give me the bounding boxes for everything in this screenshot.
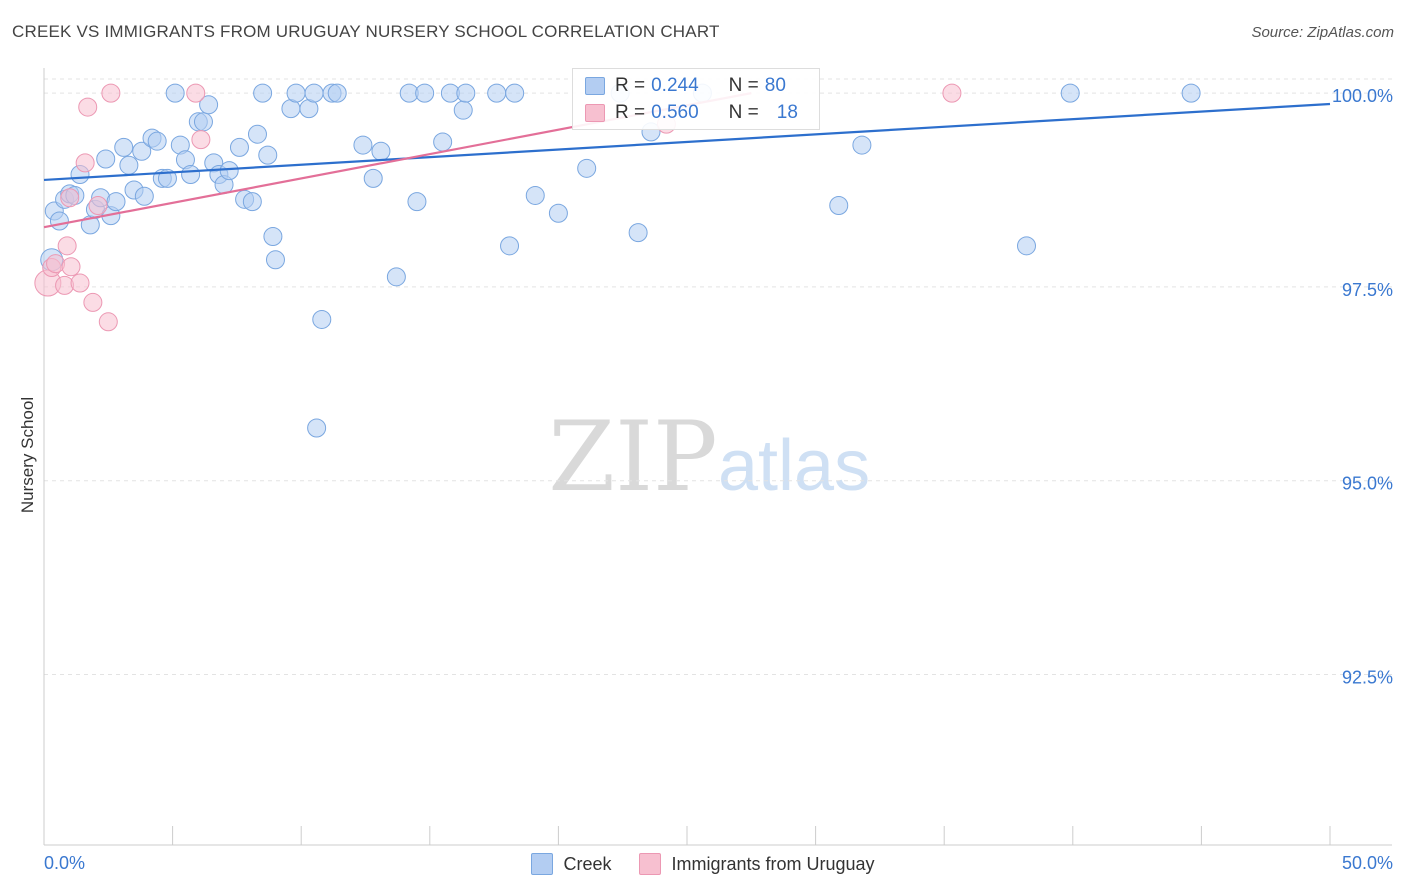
creek-n-value: 80 [764, 75, 786, 96]
creek-point [258, 145, 278, 165]
creek-point [229, 137, 249, 157]
legend-item-uruguay: Immigrants from Uruguay [639, 853, 875, 875]
creek-point [407, 192, 427, 212]
uruguay-swatch [585, 104, 605, 122]
creek-point [286, 83, 306, 103]
creek-trend-line [43, 102, 1331, 182]
creek-point [1060, 83, 1080, 103]
legend-row-creek: R = 0.244 N = 80 [585, 74, 786, 98]
uruguay-r-value: 0.560 [651, 102, 699, 123]
creek-legend-swatch [531, 853, 554, 875]
creek-point [106, 192, 126, 212]
creek-point [386, 267, 406, 287]
uruguay-point [942, 83, 962, 103]
creek-point [114, 137, 134, 157]
y-tick-label: 92.5% [1342, 667, 1393, 687]
y-tick-label: 95.0% [1342, 474, 1393, 494]
creek-point [132, 141, 152, 161]
x-tick-label: 0.0% [44, 853, 85, 873]
creek-point [1017, 236, 1037, 256]
creek-point [1181, 83, 1201, 103]
creek-point [487, 83, 507, 103]
uruguay-point [75, 153, 95, 173]
creek-point [415, 83, 435, 103]
n-label: N = [728, 75, 759, 96]
uruguay-point [57, 236, 77, 256]
uruguay-point [61, 257, 81, 277]
creek-point [500, 236, 520, 256]
series-legend: Creek Immigrants from Uruguay [0, 851, 1406, 877]
uruguay-legend-swatch [639, 853, 662, 875]
y-tick-label: 100.0% [1332, 86, 1393, 106]
legend-row-uruguay: R = 0.560 N = 18 [585, 101, 798, 125]
creek-point [327, 83, 347, 103]
creek-point [253, 83, 273, 103]
correlation-legend: R = 0.244 N = 80 R = 0.560 N = 18 [572, 68, 820, 130]
r-label: R = [615, 75, 646, 96]
creek-point [134, 186, 154, 206]
x-tick-label: 50.0% [1342, 853, 1393, 873]
uruguay-point [101, 83, 121, 103]
legend-item-creek: Creek [531, 853, 611, 875]
creek-point [147, 131, 167, 151]
uruguay-point [70, 273, 90, 293]
creek-point [371, 141, 391, 161]
uruguay-point [83, 292, 103, 312]
creek-point [852, 135, 872, 155]
creek-point [219, 161, 239, 181]
creek-point [433, 132, 453, 152]
creek-point [628, 223, 648, 243]
uruguay-point [78, 97, 98, 117]
creek-point [49, 211, 69, 231]
creek-point [453, 100, 473, 120]
chart-title: CREEK VS IMMIGRANTS FROM URUGUAY NURSERY… [12, 22, 720, 41]
creek-point [165, 83, 185, 103]
creek-point [456, 83, 476, 103]
uruguay-point [98, 312, 118, 332]
creek-point [242, 192, 262, 212]
uruguay-n-value: 18 [776, 102, 798, 123]
uruguay-legend-label: Immigrants from Uruguay [671, 853, 875, 874]
creek-point [247, 124, 267, 144]
creek-point [829, 196, 849, 216]
creek-point [353, 135, 373, 155]
r-label: R = [615, 102, 646, 123]
creek-point [304, 83, 324, 103]
creek-point [193, 112, 213, 132]
watermark-zip: ZIP [548, 401, 717, 513]
creek-point [119, 155, 139, 175]
uruguay-point [88, 196, 108, 216]
creek-point [577, 158, 597, 178]
uruguay-point [186, 83, 206, 103]
uruguay-point [46, 254, 66, 274]
creek-point [312, 309, 332, 329]
n-label: N = [728, 102, 759, 123]
creek-point [548, 203, 568, 223]
creek-point [263, 227, 283, 247]
creek-legend-label: Creek [563, 853, 612, 874]
uruguay-point [191, 130, 211, 150]
creek-swatch [585, 77, 605, 95]
creek-point [307, 418, 327, 438]
creek-point [181, 165, 201, 185]
y-tick-label: 97.5% [1342, 280, 1393, 300]
source-label: Source: ZipAtlas.com [1251, 24, 1394, 41]
creek-r-value: 0.244 [651, 75, 699, 96]
creek-point [96, 149, 116, 169]
creek-point [199, 95, 219, 115]
creek-point [505, 83, 525, 103]
creek-point [525, 185, 545, 205]
uruguay-point [60, 188, 80, 208]
creek-point [363, 168, 383, 188]
watermark-atlas: atlas [718, 426, 870, 506]
creek-point [265, 250, 285, 270]
